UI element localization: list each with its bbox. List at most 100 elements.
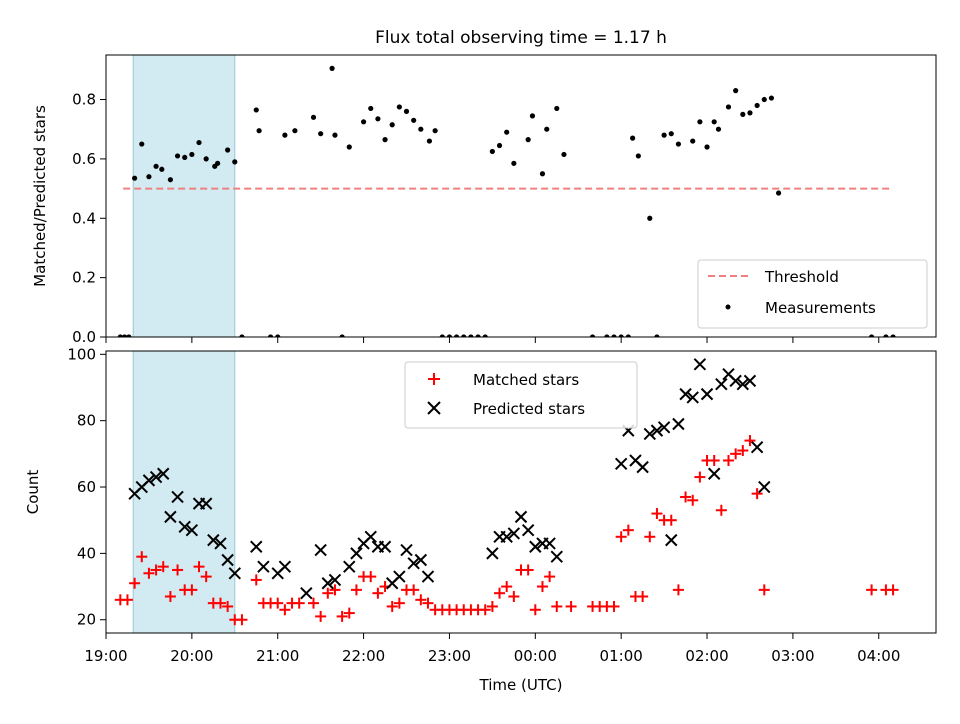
measurement-point [715, 126, 722, 132]
measurement-point [697, 119, 703, 125]
matched-point [293, 597, 305, 609]
measurement-point [132, 175, 138, 181]
x-tick-label: 04:00 [857, 647, 900, 665]
matched-point [164, 591, 176, 603]
measurement-point [675, 141, 682, 147]
bottom-y-axis-ticks: 20 40 60 80 100 [67, 345, 106, 629]
matched-points-layer [114, 435, 899, 626]
matched-point [715, 504, 727, 516]
predicted-point [414, 553, 428, 567]
top-y-tick-label: 0.6 [72, 150, 96, 168]
matched-point [186, 584, 198, 596]
matched-point [522, 564, 534, 576]
measurement-point [890, 334, 896, 337]
x-tick-label: 00:00 [514, 647, 557, 665]
matched-point [622, 524, 634, 536]
matched-point [214, 597, 226, 609]
x-tick-label: 21:00 [256, 647, 299, 665]
predicted-point [149, 470, 163, 484]
predicted-point [679, 387, 692, 401]
bottom-y-tick-label: 60 [77, 478, 96, 496]
matched-point [408, 584, 420, 596]
top-y-tick-label: 0.8 [72, 91, 96, 109]
measurement-point [511, 160, 517, 166]
measurement-point [544, 126, 550, 132]
matched-point [866, 584, 878, 596]
predicted-point [207, 533, 220, 547]
measurement-point [432, 128, 438, 134]
bottom-y-tick-label: 100 [67, 345, 96, 363]
predicted-point [514, 510, 528, 524]
matched-point [665, 514, 677, 526]
predicted-point [521, 523, 535, 537]
predicted-point [543, 537, 556, 550]
x-tick-label: 03:00 [771, 647, 814, 665]
predicted-legend-label: Predicted stars [473, 400, 585, 418]
measurement-point [454, 334, 460, 337]
predicted-point [199, 497, 213, 510]
matched-point [350, 584, 362, 596]
top-legend-box [697, 259, 928, 329]
measurement-point [883, 334, 889, 337]
x-tick-label: 02:00 [685, 647, 728, 665]
measurement-point [275, 334, 281, 337]
predicted-point [228, 567, 242, 580]
measurement-point [310, 114, 317, 120]
predicted-point [393, 570, 406, 583]
measurement-point [496, 142, 503, 149]
predicted-point [407, 557, 420, 570]
measurements-legend-marker [725, 304, 731, 310]
top-y-axis-ticks: 0.0 0.2 0.4 0.6 0.8 [72, 91, 106, 346]
threshold-legend-label: Threshold [764, 268, 839, 286]
matched-point [744, 435, 756, 447]
matched-point [608, 600, 620, 612]
top-legend: Threshold Measurements [697, 259, 928, 329]
x-tick-label: 20:00 [170, 647, 213, 665]
matched-point [393, 597, 405, 609]
predicted-point [643, 427, 657, 441]
predicted-point [686, 391, 699, 404]
measurement-point [668, 131, 674, 137]
top-y-tick-label: 0.0 [72, 328, 96, 346]
top-y-tick-label: 0.4 [72, 209, 96, 227]
measurement-point [389, 122, 395, 128]
top-y-tick-label: 0.2 [72, 269, 96, 287]
predicted-point [707, 467, 721, 480]
bottom-y-axis-label: Count [24, 470, 42, 515]
measurement-point [754, 102, 760, 109]
measurement-point [690, 138, 696, 144]
matched-point [551, 600, 563, 612]
measurement-point [146, 174, 152, 180]
predicted-point [729, 374, 742, 388]
predicted-points-layer [128, 358, 771, 600]
predicted-point [221, 553, 234, 567]
matched-point [157, 561, 169, 573]
matched-point [694, 471, 706, 483]
predicted-point [300, 586, 313, 600]
matched-point [680, 491, 692, 503]
measurement-point [647, 215, 653, 221]
measurement-point [869, 334, 875, 337]
bottom-legend: Matched stars Predicted stars [404, 361, 638, 429]
measurement-point [382, 137, 388, 143]
matched-point [672, 584, 684, 596]
measurement-points-layer [117, 65, 896, 337]
predicted-point [421, 570, 435, 583]
measurement-point [446, 334, 453, 337]
x-tick-label: 22:00 [342, 647, 385, 665]
matched-point [279, 604, 291, 616]
matched-legend-label: Matched stars [473, 371, 579, 389]
matched-point [708, 454, 720, 466]
measurement-point [468, 334, 474, 337]
measurement-point [661, 132, 667, 138]
matched-point [887, 584, 899, 596]
measurement-point [318, 131, 324, 137]
predicted-legend-marker [427, 401, 441, 415]
predicted-point [343, 560, 356, 573]
measurement-point [775, 190, 782, 196]
measurement-point [253, 107, 259, 113]
predicted-point [314, 543, 327, 557]
matched-point [129, 577, 141, 589]
bottom-legend-box [404, 361, 638, 429]
measurement-point [711, 119, 717, 125]
